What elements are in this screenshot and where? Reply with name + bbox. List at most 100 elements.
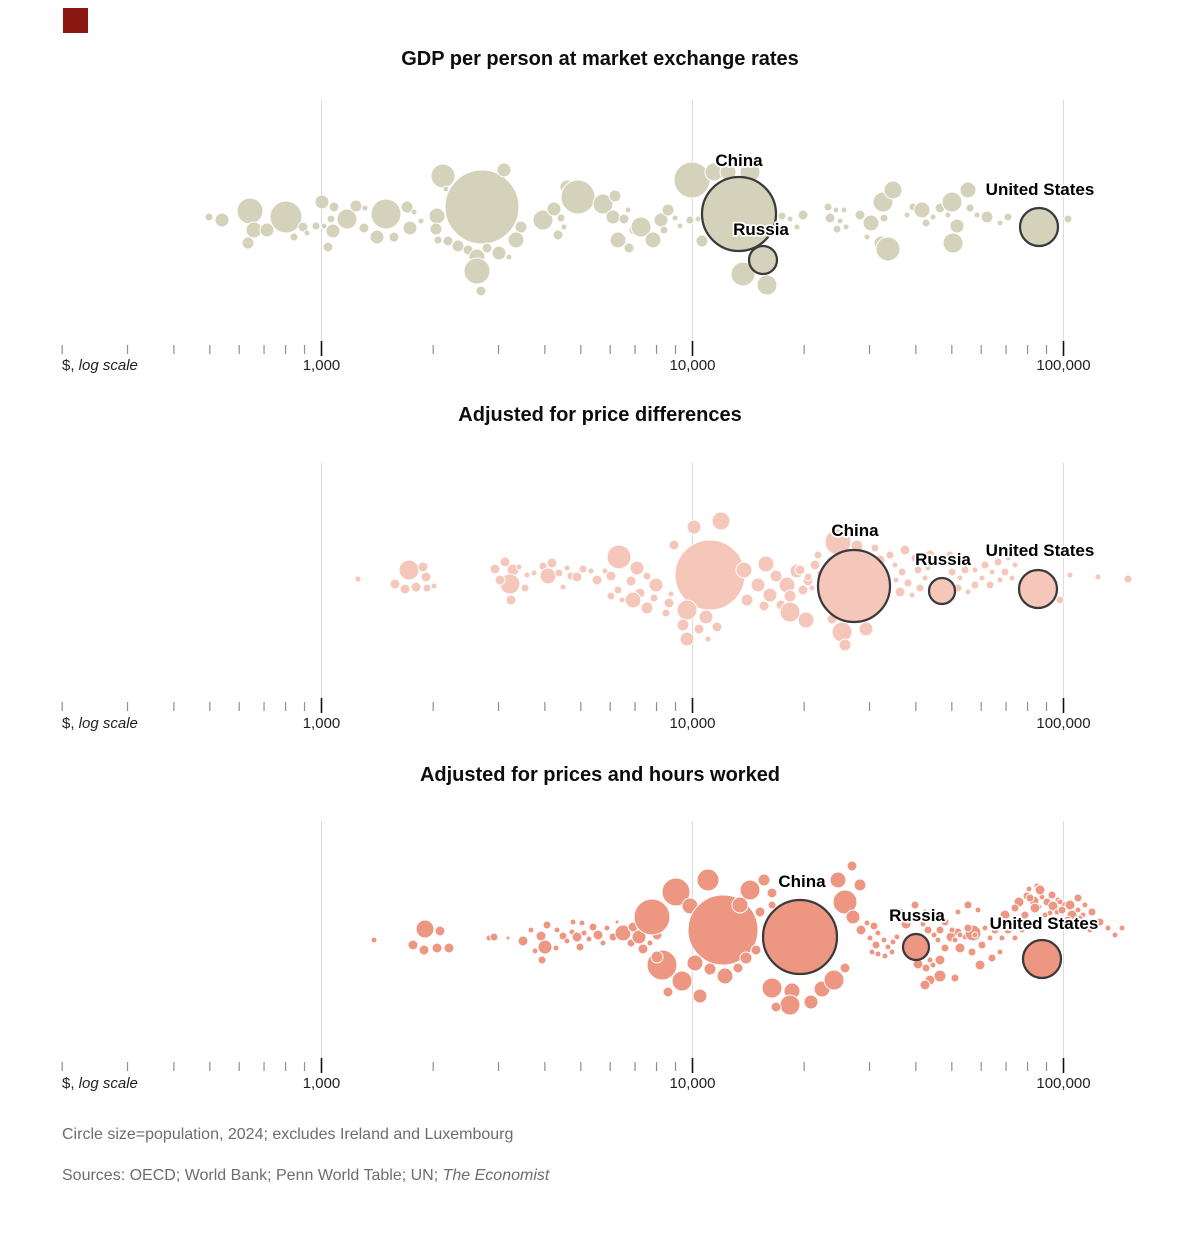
country-bubble (673, 161, 711, 199)
country-bubble (537, 955, 547, 965)
country-bubble (899, 544, 911, 556)
beeswarm-chart-prices-and-hours: China Russia United States 1,000 10,000 100,0… (61, 821, 1126, 1092)
country-bubble (862, 214, 880, 232)
country-bubble (813, 550, 823, 560)
country-bubble (793, 223, 801, 231)
country-bubble (897, 567, 907, 577)
country-bubble (893, 933, 901, 941)
country-bubble (903, 578, 913, 588)
country-bubble (770, 1001, 782, 1013)
country-bubble (777, 211, 787, 221)
country-bubble (1004, 554, 1012, 562)
country-bubble (964, 588, 972, 596)
country-bubble (831, 621, 853, 643)
country-bubble (389, 578, 401, 590)
country-bubble (322, 241, 334, 253)
country-bubble (592, 929, 604, 941)
country-bubble (853, 878, 867, 892)
country-bubble (704, 635, 712, 643)
country-bubble (921, 963, 931, 973)
economist-logo-block (63, 8, 88, 33)
country-bubble (875, 236, 901, 262)
country-bubble (980, 560, 990, 570)
country-bubble (1010, 903, 1020, 913)
country-bubble (696, 868, 720, 892)
country-bubble (1025, 885, 1033, 893)
country-bubble (1055, 595, 1065, 605)
country-bubble (762, 587, 778, 603)
country-bubble (971, 931, 979, 939)
country-label-china: China (715, 151, 763, 170)
country-bubble (695, 234, 709, 248)
country-bubble (1047, 900, 1059, 912)
country-bubble (731, 896, 749, 914)
country-bubble (1018, 926, 1026, 934)
chart-title-price-adjusted: Adjusted for price differences (458, 404, 742, 426)
country-bubble (659, 225, 669, 235)
country-bubble (941, 191, 963, 213)
country-bubble (494, 574, 506, 586)
country-bubble (823, 202, 833, 212)
country-bubble (1025, 893, 1035, 903)
country-bubble (1063, 915, 1073, 925)
country-bubble (750, 577, 766, 593)
country-bubble (430, 163, 456, 189)
country-bubble (921, 574, 929, 582)
country-bubble (546, 201, 562, 217)
axis-tick-label-1,000: 1,000 (303, 1075, 341, 1092)
country-bubble (410, 581, 422, 593)
country-bubble (1064, 899, 1076, 911)
country-bubble (754, 906, 766, 918)
country-bubble (685, 215, 695, 225)
axis-unit-label: $, log scale (62, 715, 138, 732)
country-bubble (429, 222, 443, 236)
axis-tick-label-10,000: 10,000 (670, 715, 716, 732)
country-bubble (606, 591, 616, 601)
country-bubble (963, 923, 973, 933)
country-bubble (910, 553, 920, 563)
country-bubble (614, 919, 620, 925)
country-bubble (535, 930, 547, 942)
country-bubble (913, 201, 931, 219)
country-bubble (618, 213, 630, 225)
country-bubble (571, 931, 583, 943)
country-bubble (973, 211, 981, 219)
country-bubble (947, 567, 957, 577)
country-bubble (694, 215, 702, 223)
country-bubble (951, 936, 959, 944)
country-bubble (870, 543, 880, 553)
country-bubble (935, 925, 945, 935)
country-bubble (605, 209, 621, 225)
country-bubble (919, 979, 931, 991)
country-bubble (369, 229, 385, 245)
country-bubble (758, 600, 770, 612)
country-label-china: China (831, 521, 879, 540)
country-bubble (888, 948, 896, 956)
beeswarm-chart-market-exchange: China Russia United States 1,000 10,000 100,0… (61, 100, 1096, 374)
country-bubble (735, 561, 753, 579)
country-bubble (370, 198, 402, 230)
axis-unit-label: $, log scale (62, 357, 138, 374)
bubble-united-states (1017, 568, 1059, 610)
country-bubble (1095, 917, 1105, 927)
country-bubble (560, 179, 596, 215)
country-bubble (998, 934, 1006, 942)
country-bubble (661, 608, 671, 618)
country-bubble (1029, 902, 1041, 914)
country-bubble (934, 954, 946, 966)
country-bubble (832, 224, 842, 234)
country-bubble (693, 623, 705, 635)
country-bubble (686, 519, 702, 535)
country-bubble (1063, 214, 1073, 224)
country-bubble (863, 233, 871, 241)
country-bubble (929, 213, 937, 221)
country-bubble (431, 942, 443, 954)
country-bubble (560, 223, 568, 231)
country-bubble (703, 962, 717, 976)
country-bubble (415, 919, 435, 939)
country-label-china: China (778, 872, 826, 891)
country-bubble (630, 216, 652, 238)
country-bubble (505, 253, 513, 261)
country-bubble (663, 597, 675, 609)
country-bubble (442, 185, 450, 193)
